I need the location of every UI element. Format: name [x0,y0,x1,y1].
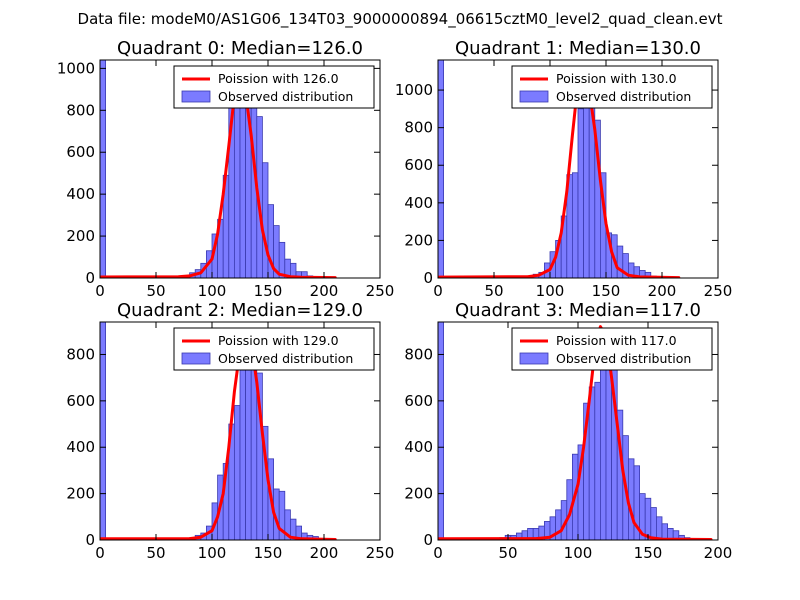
x-tick-label: 0 [433,282,443,300]
histogram-bar [555,509,562,540]
quadrant-3-plot: 0 50 100 150 200 0 200 400 600 800 Quadrant 3: Med… [404,300,732,562]
x-tick-label: 200 [704,544,733,562]
x-tick-label: 0 [95,282,105,300]
x-tick-label: 0 [95,544,105,562]
y-tick-label: 200 [404,485,433,503]
quadrant-2-plot: 0 50 100 150 200 250 0 200 400 600 800 Quadrant 2: … [66,300,394,562]
histogram-bar [100,60,106,278]
histogram-bar [245,344,252,540]
x-tick-label: 150 [592,282,621,300]
legend: Poission with 117.0 Observed distribution [511,327,713,371]
y-tick-label: 0 [85,269,95,287]
histogram-bar [233,97,241,278]
histogram-bar [289,262,297,278]
legend: Poission with 129.0 Observed distribution [173,327,375,371]
histogram-bar [261,162,269,278]
legend-line-label: Poission with 117.0 [556,333,677,348]
plot-area [438,60,681,278]
y-tick-label: 0 [85,531,95,549]
legend-bar-swatch [181,90,211,103]
x-tick-label: 200 [310,544,339,562]
histogram-bar [438,60,444,278]
histogram-bar [100,322,106,540]
legend-line-label: Poission with 130.0 [556,71,677,86]
legend-bar-label: Observed distribution [218,89,353,104]
x-tick-label: 50 [146,282,165,300]
x-tick-label: 150 [254,544,283,562]
legend: Poission with 130.0 Observed distribution [511,65,713,109]
y-tick-label: 200 [66,227,95,245]
y-tick-label: 200 [404,231,433,249]
histogram-bar [644,497,652,540]
x-tick-label: 250 [704,282,733,300]
y-tick-label: 1000 [395,81,433,99]
legend-bar-swatch [519,352,549,365]
histogram-bar [656,516,663,540]
legend-bar-swatch [181,352,211,365]
x-tick-label: 150 [634,544,663,562]
y-tick-label: 600 [404,392,433,410]
histogram-bar [233,405,241,540]
histogram-bar [594,381,601,540]
x-tick-label: 250 [366,282,395,300]
y-tick-label: 0 [423,269,433,287]
axes-frame [99,59,381,279]
figure-title: Data file: modeM0/AS1G06_134T03_90000008… [78,10,723,29]
x-tick-label: 250 [366,544,395,562]
quadrant-title: Quadrant 3: Median=117.0 [455,300,701,321]
x-tick-label: 150 [254,282,283,300]
x-tick-label: 200 [310,282,339,300]
axes-frame [437,59,719,279]
y-tick-label: 800 [404,345,433,363]
y-tick-label: 400 [404,194,433,212]
y-tick-label: 0 [423,531,433,549]
histogram-bar [278,241,286,278]
legend-bar-label: Observed distribution [218,351,353,366]
histogram-bar [616,245,624,278]
y-tick-label: 600 [66,392,95,410]
quadrant-title: Quadrant 0: Median=126.0 [117,38,363,59]
legend: Poission with 126.0 Observed distribution [173,65,375,109]
histogram-bar [600,344,607,540]
x-tick-label: 200 [648,282,677,300]
y-tick-label: 400 [404,438,433,456]
y-tick-label: 600 [66,143,95,161]
axes-frame [99,321,381,541]
histogram-bar [301,271,308,278]
legend-bar-swatch [519,90,549,103]
histogram-bar [577,108,584,278]
x-tick-label: 50 [498,544,517,562]
y-tick-label: 800 [66,101,95,119]
y-tick-label: 1000 [57,59,95,77]
histogram-bar [661,523,668,540]
y-tick-label: 400 [66,185,95,203]
x-tick-label: 100 [564,544,593,562]
histogram-bar [239,347,246,540]
legend-bar-label: Observed distribution [556,351,691,366]
legend-bar-label: Observed distribution [556,89,691,104]
x-tick-label: 100 [536,282,565,300]
legend-line-label: Poission with 129.0 [218,333,339,348]
histogram-bar [588,386,596,540]
histogram-bar [572,172,579,278]
quadrant-0-plot: 0 50 100 150 200 250 0 200 400 600 800 1000 Quadrant… [57,38,395,300]
histogram-bar [438,322,444,540]
x-tick-label: 50 [146,544,165,562]
y-tick-label: 800 [66,345,95,363]
histogram-bar [650,507,657,540]
quadrant-title: Quadrant 2: Median=129.0 [117,300,363,321]
x-tick-label: 100 [198,282,227,300]
y-tick-label: 400 [66,438,95,456]
quadrant-1-plot: 0 50 100 150 200 250 0 200 400 600 800 1000 Quadrant… [395,38,733,300]
x-tick-label: 50 [484,282,503,300]
legend-line-label: Poission with 126.0 [218,71,339,86]
y-tick-label: 800 [404,119,433,137]
x-tick-label: 100 [198,544,227,562]
x-tick-label: 0 [433,544,443,562]
y-tick-label: 600 [404,156,433,174]
y-tick-label: 200 [66,485,95,503]
quadrant-title: Quadrant 1: Median=130.0 [455,38,701,59]
